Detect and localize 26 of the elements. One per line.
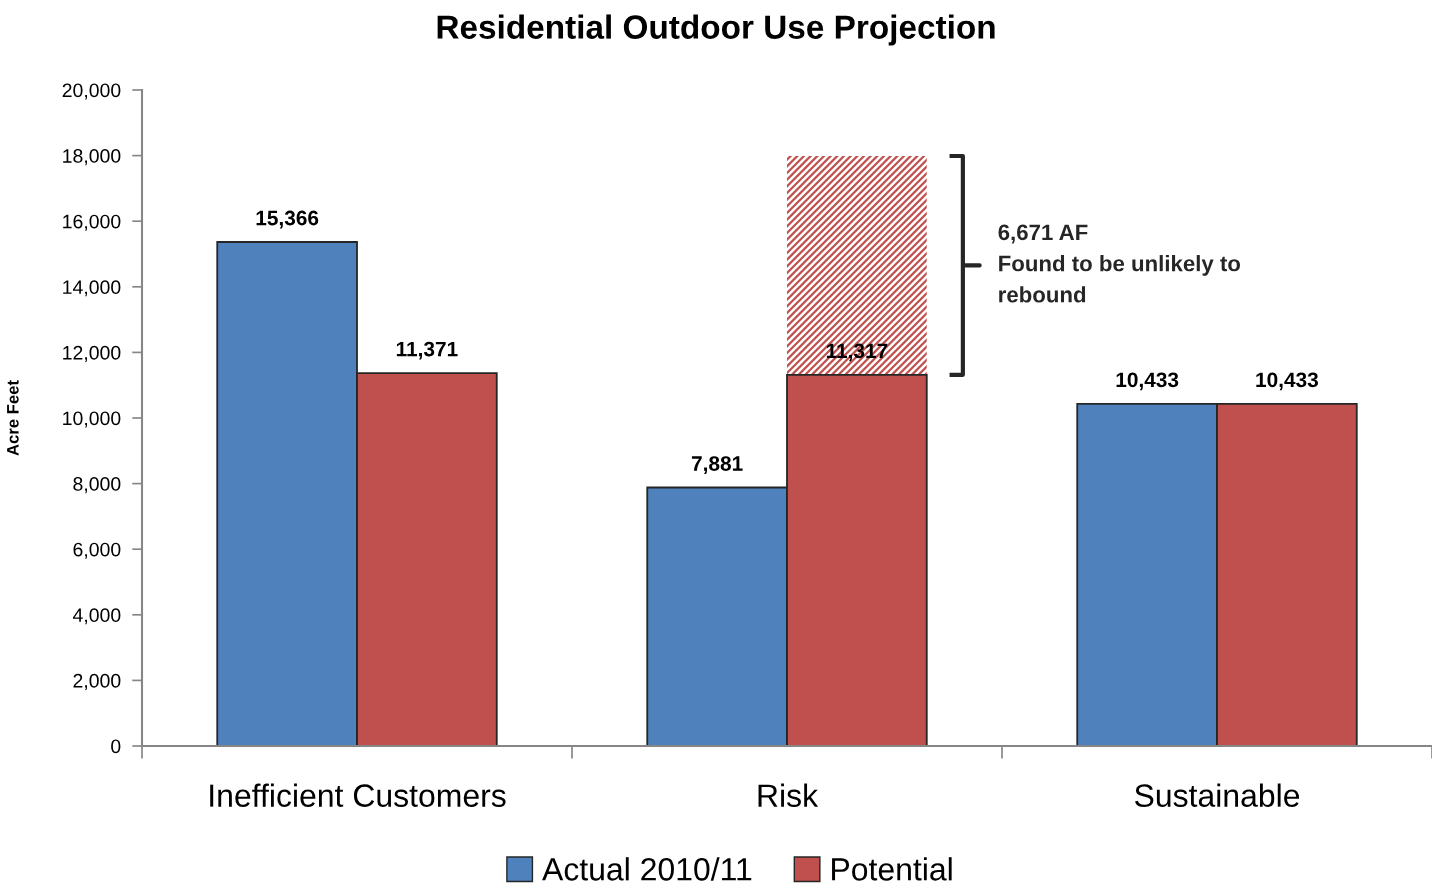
y-tick-label: 4,000 — [72, 608, 121, 625]
y-tick-label: 2,000 — [73, 673, 121, 690]
y-tick-label: 20,000 — [62, 83, 121, 100]
y-tick-label: 0 — [111, 739, 121, 754]
y-tick-label: 6,000 — [73, 542, 121, 559]
data-label: 11,371 — [396, 341, 458, 360]
data-label: 11,317 — [826, 343, 888, 362]
annotation: 6,671 AF Found to be unlikely to rebound — [998, 224, 1241, 303]
y-tick-label: 12,000 — [63, 345, 121, 362]
x-tick-label: Inefficient Customers — [210, 783, 506, 807]
data-label: 10,433 — [1256, 372, 1318, 391]
y-axis-title: Acre Feet — [7, 380, 19, 456]
data-label: 15,366 — [256, 210, 319, 229]
y-tick-label: 16,000 — [63, 214, 121, 231]
x-tick-label: Risk — [758, 783, 819, 807]
legend-label: Actual 2010/11 — [542, 857, 752, 881]
legend-label: Potential — [832, 857, 952, 881]
data-label: 7,881 — [691, 456, 743, 474]
bar — [787, 155, 927, 375]
y-tick-label: 14,000 — [63, 280, 121, 297]
data-label: 10,433 — [1116, 372, 1179, 391]
x-tick-label: Sustainable — [1134, 783, 1300, 807]
y-tick-label: 8,000 — [73, 477, 121, 494]
y-tick-label: 18,000 — [63, 149, 121, 166]
y-tick-label: 10,000 — [63, 411, 121, 428]
chart-title: Residential Outdoor Use Projection — [437, 14, 995, 46]
